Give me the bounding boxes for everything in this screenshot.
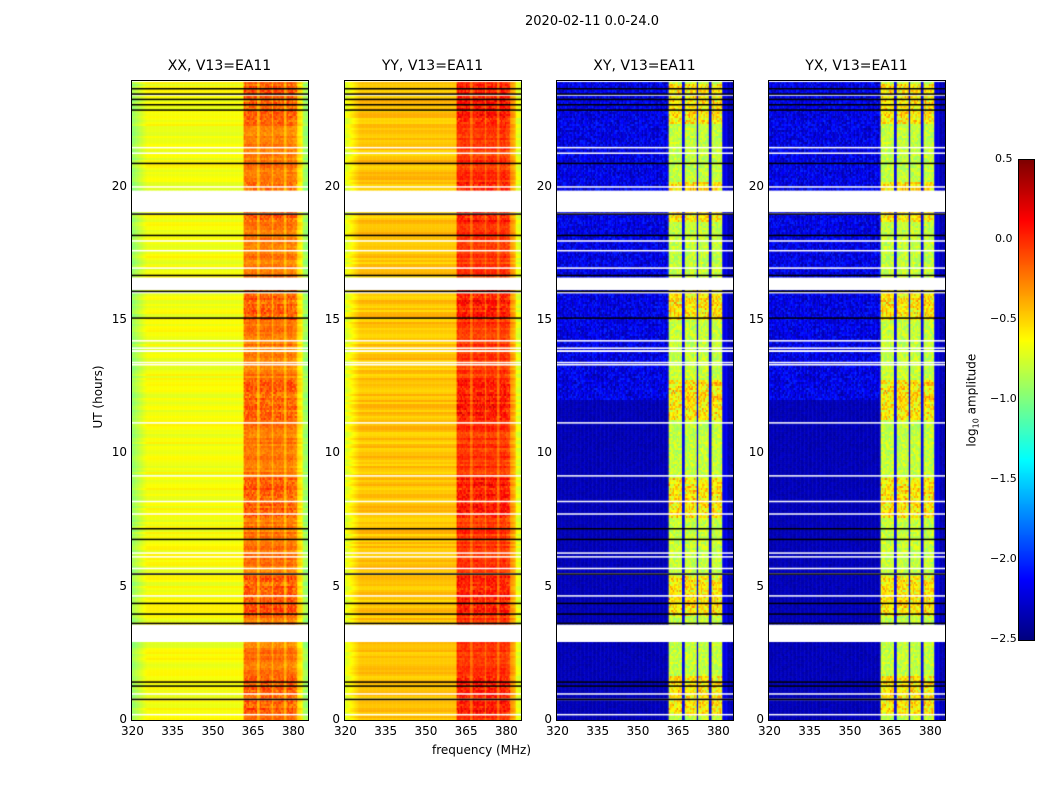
figure-title: 2020-02-11 0.0-24.0	[525, 14, 659, 29]
colorbar-label-rest: amplitude	[964, 353, 979, 419]
y-tick-label: 15	[748, 312, 764, 326]
y-axis-label: UT (hours)	[91, 365, 105, 429]
y-tick-label: 15	[111, 312, 127, 326]
x-tick-label: 380	[918, 724, 942, 738]
x-tick-label: 350	[838, 724, 862, 738]
panel-title: XY, V13=EA11	[593, 58, 696, 74]
y-tick-label: 10	[111, 445, 127, 460]
panel-title: XX, V13=EA11	[167, 58, 272, 74]
panel-title: YY, V13=EA11	[381, 58, 484, 74]
x-tick-label: 320	[546, 724, 569, 738]
x-tick-label: 350	[626, 724, 650, 738]
x-tick-label: 335	[374, 724, 398, 738]
x-tick-label: 380	[494, 724, 518, 738]
x-tick-label: 350	[201, 724, 225, 738]
x-tick-label: 365	[454, 724, 478, 738]
colorbar-tick-label: −1.0	[990, 392, 1017, 405]
y-tick-label: 10	[324, 445, 340, 460]
y-tick-label: 20	[748, 178, 764, 193]
x-tick-label: 365	[241, 724, 265, 738]
x-tick-label: 350	[414, 724, 438, 738]
y-tick-label: 20	[536, 178, 552, 193]
colorbar-tick-label: −2.5	[990, 632, 1017, 645]
heatmap-1	[344, 80, 521, 720]
x-tick-label: 380	[281, 724, 305, 738]
heatmap-3	[768, 80, 945, 720]
y-tick-label: 20	[324, 178, 340, 193]
colorbar-tick-label: 0.5	[995, 152, 1013, 165]
colorbar-label-sub: 10	[971, 418, 981, 429]
x-tick-label: 320	[758, 724, 781, 738]
heatmap-2	[556, 80, 733, 720]
panel-frame	[768, 80, 946, 721]
colorbar-tick-label: 0.0	[995, 232, 1013, 245]
y-tick-label: 5	[544, 578, 552, 593]
y-tick-label: 0	[544, 712, 552, 726]
panel-frame	[131, 80, 309, 721]
x-tick-label: 365	[878, 724, 902, 738]
y-tick-label: 0	[756, 712, 764, 726]
y-tick-label: 5	[756, 578, 764, 593]
colorbar	[1019, 160, 1034, 640]
x-axis-label: frequency (MHz)	[432, 743, 532, 757]
y-tick-label: 5	[119, 578, 127, 593]
heatmap-0	[131, 80, 308, 720]
panel-frame	[344, 80, 522, 721]
y-tick-label: 10	[748, 445, 764, 460]
y-tick-label: 15	[324, 312, 340, 326]
y-tick-label: 10	[536, 445, 552, 460]
colorbar-tick-label: −0.5	[990, 312, 1017, 325]
x-tick-label: 335	[798, 724, 822, 738]
x-tick-label: 335	[161, 724, 185, 738]
y-tick-label: 20	[111, 178, 127, 193]
x-tick-label: 335	[586, 724, 610, 738]
panel-title: YX, V13=EA11	[805, 58, 908, 74]
x-tick-label: 320	[121, 724, 144, 738]
colorbar-tick-label: −2.0	[990, 552, 1017, 565]
panel-frame	[556, 80, 734, 721]
y-tick-label: 0	[332, 712, 340, 726]
colorbar-label-main: log	[964, 428, 979, 447]
colorbar-tick-label: −1.5	[990, 472, 1017, 485]
x-tick-label: 320	[334, 724, 357, 738]
colorbar-frame	[1018, 159, 1035, 641]
colorbar-label: log10 amplitude	[964, 354, 980, 447]
y-tick-label: 15	[536, 312, 552, 326]
y-tick-label: 0	[119, 712, 127, 726]
y-tick-label: 5	[332, 578, 340, 593]
x-tick-label: 365	[666, 724, 690, 738]
x-tick-label: 380	[706, 724, 730, 738]
